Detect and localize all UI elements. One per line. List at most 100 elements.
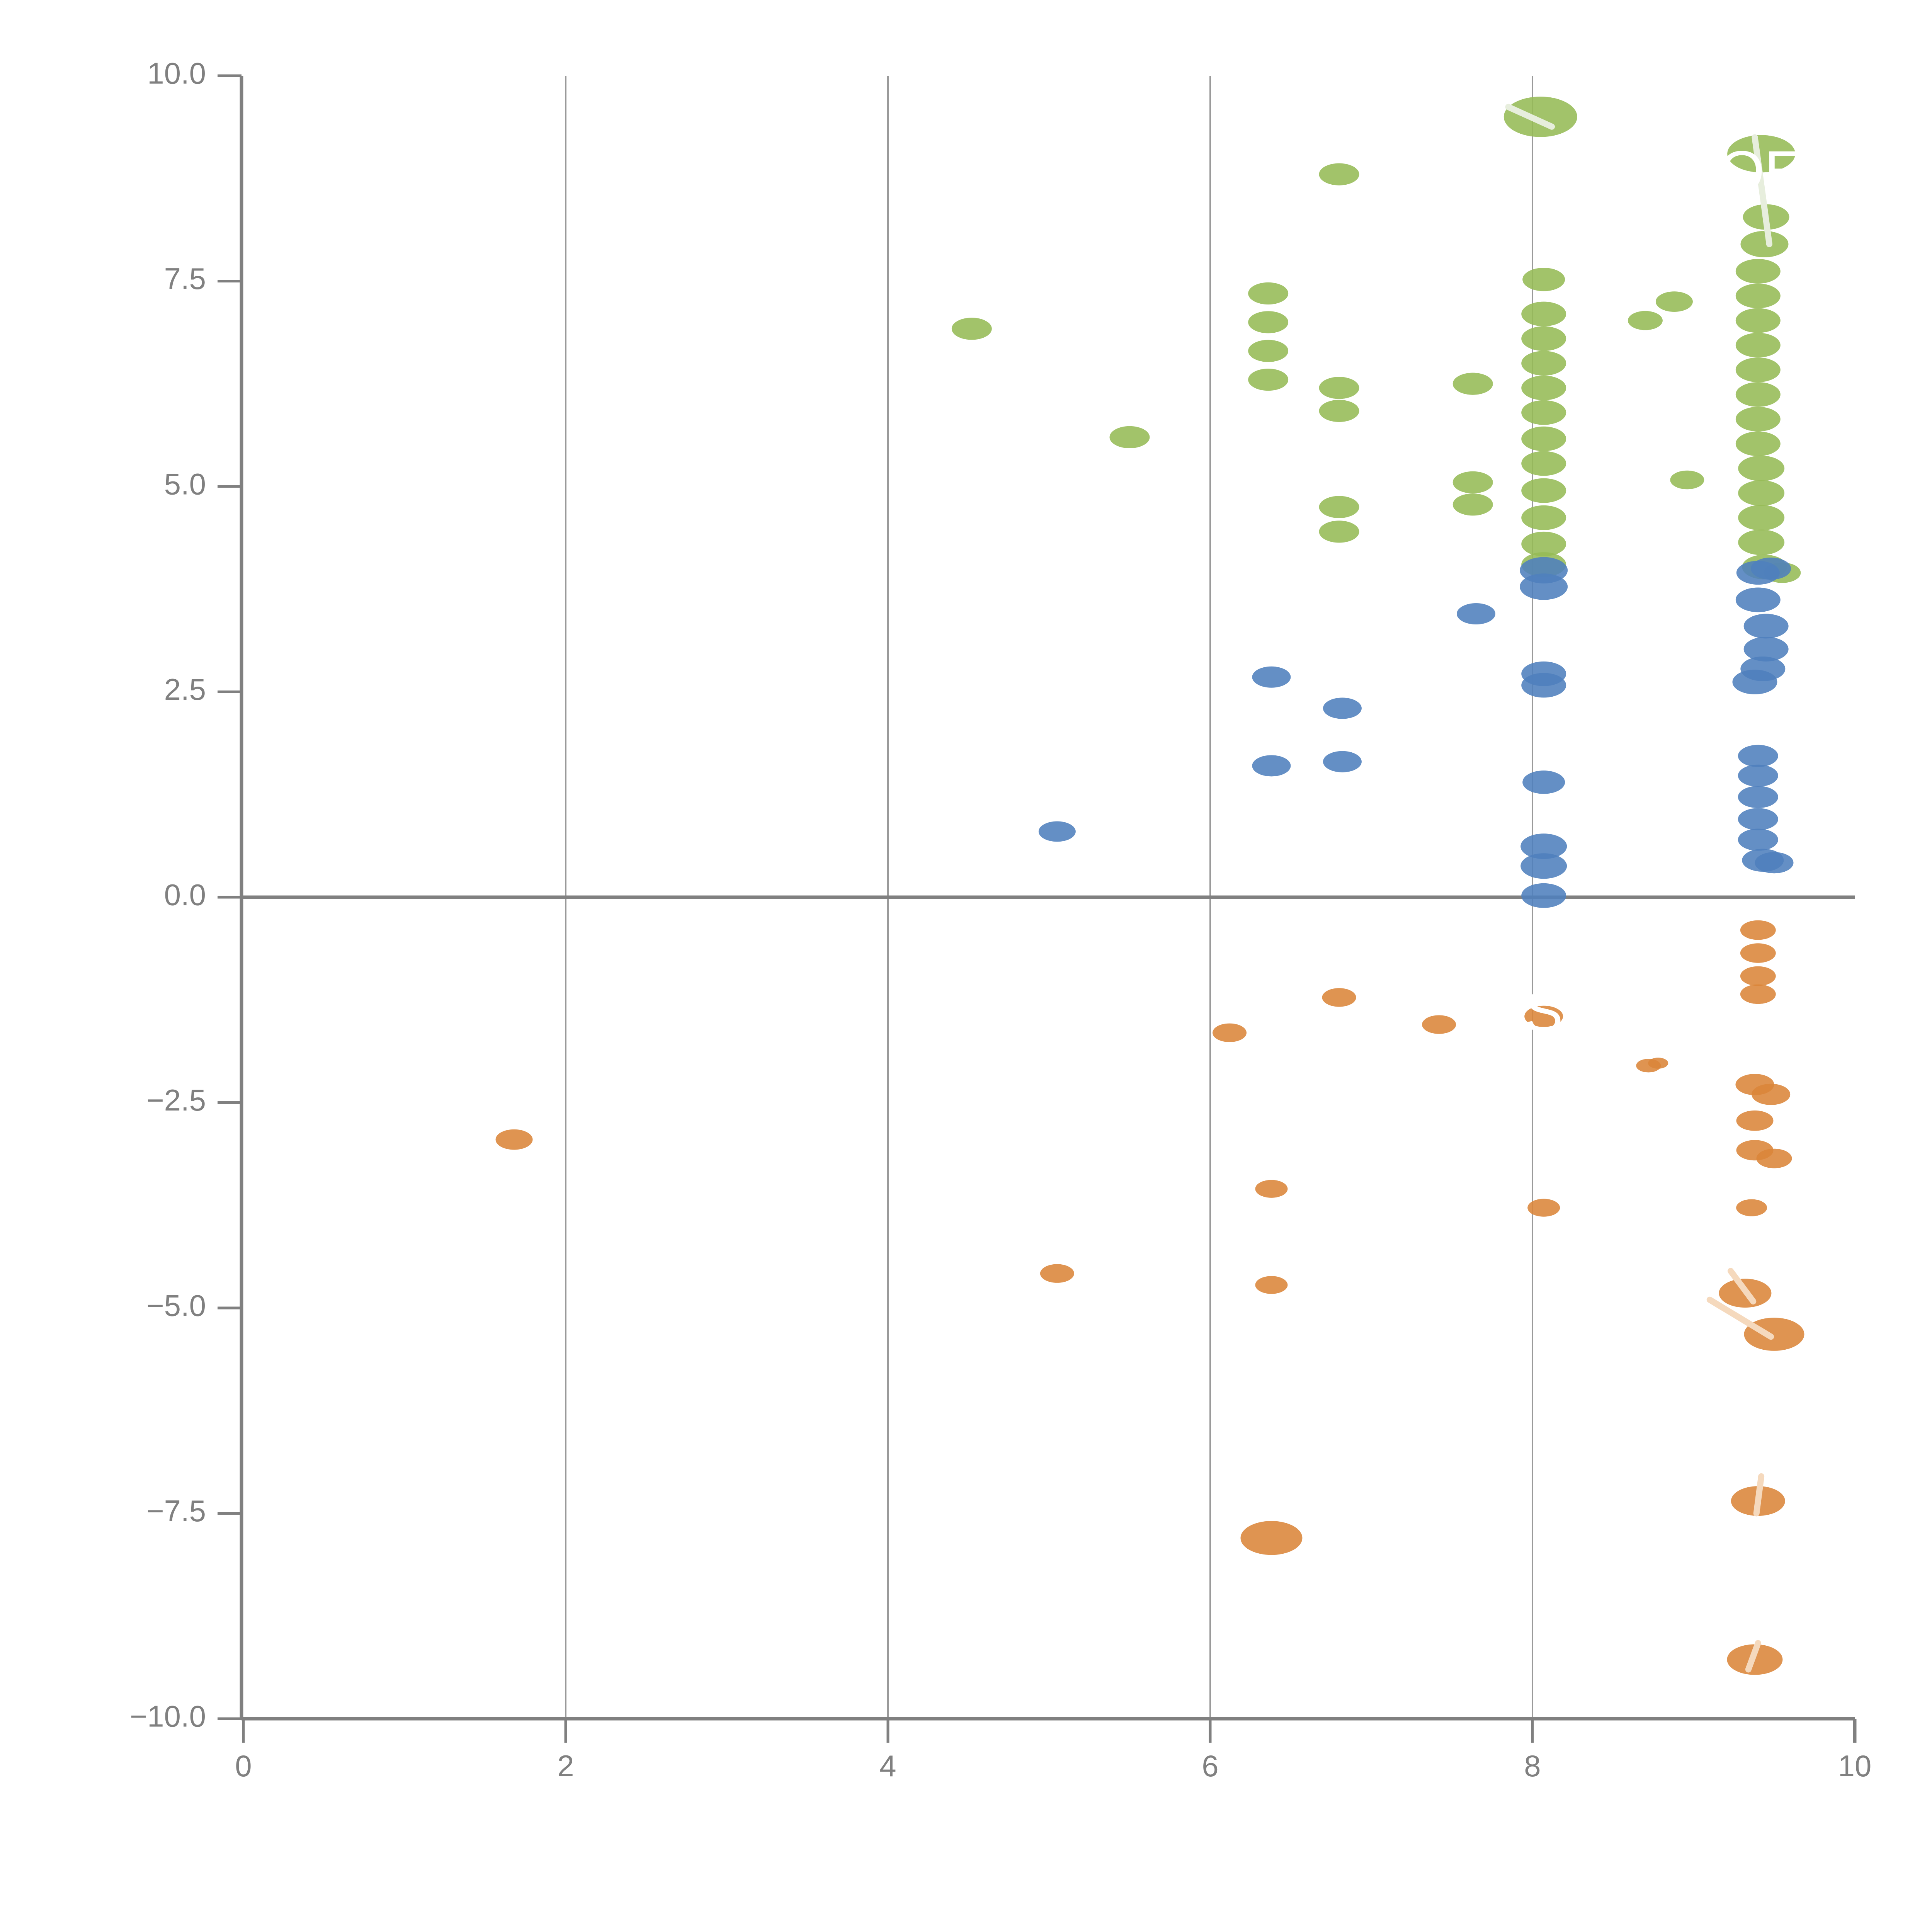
- leader-line-4: [1753, 1473, 1765, 1517]
- data-point-orange-1[interactable]: [1040, 1264, 1074, 1283]
- data-point-blue-0[interactable]: [1038, 821, 1076, 842]
- data-point-green-17[interactable]: [1521, 326, 1566, 351]
- data-point-green-10[interactable]: [1319, 520, 1359, 543]
- data-point-blue-11[interactable]: [1520, 833, 1567, 859]
- data-point-green-3[interactable]: [1248, 311, 1289, 333]
- data-point-blue-4[interactable]: [1323, 751, 1362, 772]
- data-point-green-36[interactable]: [1735, 333, 1781, 358]
- data-point-orange-20[interactable]: [1756, 1148, 1792, 1168]
- data-point-orange-12[interactable]: [1740, 920, 1776, 940]
- data-point-blue-1[interactable]: [1252, 666, 1291, 688]
- data-point-green-25[interactable]: [1521, 531, 1566, 556]
- data-point-green-5[interactable]: [1248, 369, 1289, 391]
- data-point-blue-12[interactable]: [1520, 853, 1567, 879]
- data-point-orange-9[interactable]: [1527, 1199, 1560, 1217]
- data-point-blue-9[interactable]: [1521, 673, 1566, 698]
- data-point-green-33[interactable]: [1735, 259, 1781, 284]
- data-point-blue-16[interactable]: [1735, 587, 1781, 612]
- y-tick-label-2: −5.0: [146, 1289, 206, 1323]
- data-point-green-2[interactable]: [1248, 282, 1289, 304]
- data-point-green-43[interactable]: [1738, 505, 1785, 531]
- data-point-green-44[interactable]: [1738, 529, 1785, 555]
- data-point-blue-25[interactable]: [1738, 828, 1778, 851]
- data-point-orange-13[interactable]: [1740, 943, 1776, 963]
- data-point-orange-14[interactable]: [1740, 966, 1776, 986]
- data-point-green-23[interactable]: [1521, 478, 1566, 503]
- data-point-orange-21[interactable]: [1736, 1199, 1767, 1216]
- x-tick-labels-group: 0 2 4 6 8 10: [235, 1749, 1871, 1783]
- data-point-green-28[interactable]: [1655, 291, 1693, 312]
- data-point-orange-2[interactable]: [1213, 1023, 1247, 1042]
- data-point-blue-3[interactable]: [1323, 697, 1362, 719]
- data-point-orange-7[interactable]: [1422, 1015, 1456, 1034]
- data-point-green-27[interactable]: [1628, 311, 1663, 330]
- data-point-blue-18[interactable]: [1743, 637, 1789, 662]
- data-point-green-11[interactable]: [1452, 372, 1493, 395]
- data-point-green-21[interactable]: [1521, 426, 1566, 451]
- data-point-green-34[interactable]: [1735, 283, 1781, 308]
- data-point-green-35[interactable]: [1735, 308, 1781, 333]
- x-tick-label-4: 8: [1524, 1749, 1541, 1783]
- data-point-blue-24[interactable]: [1738, 808, 1778, 830]
- data-point-orange-11[interactable]: [1648, 1058, 1668, 1069]
- data-point-green-19[interactable]: [1521, 375, 1566, 400]
- x-tick-label-5: 10: [1838, 1749, 1872, 1783]
- data-point-blue-20[interactable]: [1732, 670, 1777, 694]
- data-point-orange-8[interactable]: [1524, 1005, 1563, 1027]
- data-point-green-29[interactable]: [1670, 470, 1704, 490]
- data-point-blue-23[interactable]: [1738, 786, 1778, 808]
- data-point-green-1[interactable]: [1109, 426, 1150, 449]
- data-point-blue-17[interactable]: [1743, 614, 1789, 639]
- data-point-green-12[interactable]: [1452, 471, 1493, 493]
- data-point-green-4[interactable]: [1248, 340, 1289, 362]
- data-point-green-22[interactable]: [1521, 451, 1566, 476]
- data-point-green-16[interactable]: [1521, 301, 1566, 327]
- data-point-orange-18[interactable]: [1736, 1110, 1774, 1131]
- leader-lines-layer: [1505, 104, 1774, 1673]
- data-point-blue-5[interactable]: [1457, 603, 1496, 625]
- data-point-blue-15[interactable]: [1751, 558, 1791, 580]
- data-point-blue-13[interactable]: [1521, 883, 1566, 908]
- data-point-green-9[interactable]: [1319, 496, 1359, 518]
- data-point-blue-21[interactable]: [1738, 745, 1778, 767]
- data-point-orange-0[interactable]: [495, 1129, 533, 1150]
- leader-line-5: [1745, 1640, 1761, 1673]
- data-point-orange-17[interactable]: [1752, 1083, 1791, 1105]
- y-tick-label-3: −2.5: [146, 1083, 206, 1117]
- data-points-layer[interactable]: [495, 97, 1804, 1675]
- data-point-orange-6[interactable]: [1322, 988, 1356, 1007]
- data-point-green-32[interactable]: [1740, 231, 1789, 257]
- data-point-blue-22[interactable]: [1738, 764, 1778, 787]
- data-point-green-0[interactable]: [951, 318, 992, 340]
- data-point-green-37[interactable]: [1735, 357, 1781, 383]
- y-tick-label-5: 2.5: [164, 672, 206, 706]
- data-point-green-40[interactable]: [1735, 431, 1781, 456]
- data-point-green-13[interactable]: [1452, 493, 1493, 516]
- data-point-green-38[interactable]: [1735, 382, 1781, 407]
- data-point-blue-27[interactable]: [1755, 852, 1794, 874]
- data-point-green-20[interactable]: [1521, 400, 1566, 425]
- data-point-green-39[interactable]: [1735, 406, 1781, 432]
- data-point-green-14[interactable]: [1503, 97, 1577, 137]
- data-point-blue-7[interactable]: [1520, 573, 1568, 600]
- data-point-green-15[interactable]: [1522, 267, 1565, 291]
- data-point-orange-3[interactable]: [1255, 1180, 1288, 1198]
- data-point-blue-2[interactable]: [1252, 755, 1291, 777]
- x-tick-label-2: 4: [879, 1749, 896, 1783]
- data-point-green-7[interactable]: [1319, 377, 1359, 399]
- data-point-green-42[interactable]: [1738, 480, 1785, 506]
- bubble-annotation-0: QE: [1719, 139, 1803, 204]
- data-point-blue-10[interactable]: [1522, 770, 1565, 794]
- data-point-green-41[interactable]: [1738, 456, 1785, 481]
- bubble-annotation-1: S: [1524, 979, 1563, 1044]
- leader-line-2: [1727, 1268, 1757, 1304]
- data-point-orange-15[interactable]: [1740, 984, 1776, 1004]
- series-orange: [495, 920, 1804, 1675]
- data-point-orange-5[interactable]: [1240, 1521, 1303, 1555]
- data-point-green-18[interactable]: [1521, 351, 1566, 376]
- data-point-green-6[interactable]: [1319, 163, 1359, 185]
- data-point-green-30[interactable]: [1727, 135, 1796, 173]
- data-point-green-24[interactable]: [1521, 505, 1566, 530]
- data-point-green-8[interactable]: [1319, 400, 1359, 422]
- data-point-orange-4[interactable]: [1255, 1276, 1288, 1294]
